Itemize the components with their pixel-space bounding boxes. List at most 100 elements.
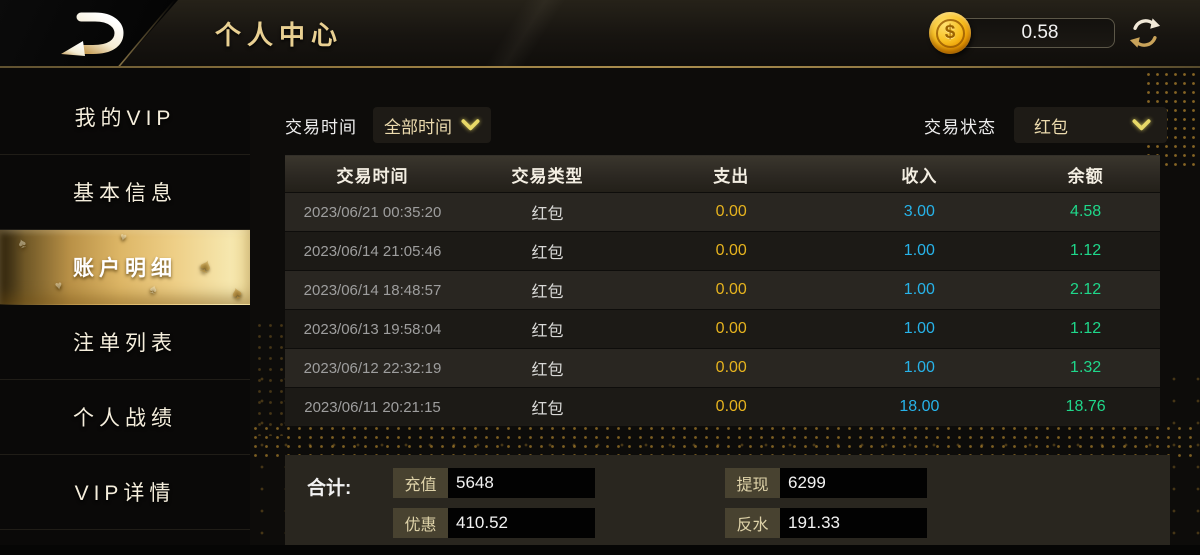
bonus-value: 410.52 xyxy=(448,508,595,538)
main-content: 交易时间 全部时间 交易状态 红包 交易时间 交易 xyxy=(232,68,1200,555)
table-row: 2023/06/14 18:48:57 红包 0.00 1.00 2.12 xyxy=(285,270,1160,309)
heart-decoration-icon xyxy=(54,277,68,293)
cell-time: 2023/06/14 18:48:57 xyxy=(303,281,442,299)
app-logo-icon xyxy=(61,12,124,56)
cell-income: 1.00 xyxy=(903,359,935,376)
sidebar-item-label: 注单列表 xyxy=(73,332,177,355)
withdraw-value: 6299 xyxy=(780,468,927,498)
bottom-strip xyxy=(0,545,1200,555)
cell-type: 红包 xyxy=(531,362,564,379)
chevron-down-icon xyxy=(461,119,480,131)
col-header-income: 收入 xyxy=(901,166,938,186)
sidebar-item-label: VIP详情 xyxy=(74,482,176,505)
table-header-row: 交易时间 交易类型 支出 收入 余额 xyxy=(285,155,1160,192)
cell-type: 红包 xyxy=(531,206,564,223)
time-range-dropdown[interactable]: 全部时间 xyxy=(373,107,491,143)
dollar-sign-icon: $ xyxy=(935,18,965,48)
cell-balance: 2.12 xyxy=(1070,281,1102,298)
cell-time: 2023/06/21 00:35:20 xyxy=(303,203,442,221)
transaction-status-dropdown[interactable]: 红包 xyxy=(1014,107,1167,143)
sidebar-item-bet-list[interactable]: 注单列表 xyxy=(0,305,250,380)
table-row: 2023/06/14 21:05:46 红包 0.00 1.00 1.12 xyxy=(285,231,1160,270)
heart-decoration-icon xyxy=(119,231,133,245)
sidebar-item-my-vip[interactable]: 我的VIP xyxy=(0,80,250,155)
total-deposit-field: 充值 5648 xyxy=(393,468,595,498)
cell-expense: 0.00 xyxy=(715,242,747,259)
cell-type: 红包 xyxy=(531,245,564,262)
cell-time: 2023/06/11 20:21:15 xyxy=(304,398,441,416)
cell-income: 18.00 xyxy=(899,398,940,415)
sidebar-item-vip-detail[interactable]: VIP详情 xyxy=(0,455,250,530)
col-header-time: 交易时间 xyxy=(336,166,409,186)
filters-row: 交易时间 全部时间 交易状态 红包 xyxy=(285,107,1167,143)
cell-time: 2023/06/13 19:58:04 xyxy=(303,320,442,338)
cell-balance: 4.58 xyxy=(1070,203,1102,220)
spade-decoration-icon xyxy=(197,254,220,281)
sidebar-nav: 我的VIP 基本信息 账户明细 注单列表 个人战绩 VIP详情 xyxy=(0,68,250,555)
transaction-status-label: 交易状态 xyxy=(924,117,996,137)
deposit-value: 5648 xyxy=(448,468,595,498)
total-rebate-field: 反水 191.33 xyxy=(725,508,927,538)
table-row: 2023/06/12 22:32:19 红包 0.00 1.00 1.32 xyxy=(285,348,1160,387)
cell-balance: 1.12 xyxy=(1070,320,1102,337)
cell-expense: 0.00 xyxy=(715,359,747,376)
cell-balance: 18.76 xyxy=(1065,398,1106,415)
totals-panel: 合计: 充值 5648 提现 6299 优惠 410.52 反水 191.33 xyxy=(285,455,1170,545)
cell-expense: 0.00 xyxy=(715,320,747,337)
sidebar-item-account-details[interactable]: 账户明细 xyxy=(0,230,250,305)
cell-income: 1.00 xyxy=(903,242,935,259)
spade-decoration-icon xyxy=(16,232,33,251)
table-row: 2023/06/13 19:58:04 红包 0.00 1.00 1.12 xyxy=(285,309,1160,348)
top-bar: 个人中心 $ 0.58 xyxy=(0,0,1200,68)
totals-label: 合计: xyxy=(307,478,352,499)
rebate-value: 191.33 xyxy=(780,508,927,538)
transactions-table: 交易时间 交易类型 支出 收入 余额 2023/06/21 00:35:20 红… xyxy=(285,155,1160,426)
sidebar-item-personal-record[interactable]: 个人战绩 xyxy=(0,380,250,455)
cell-type: 红包 xyxy=(531,323,564,340)
cell-balance: 1.12 xyxy=(1070,242,1102,259)
bonus-label: 优惠 xyxy=(393,508,448,538)
cell-type: 红包 xyxy=(531,401,564,418)
cell-time: 2023/06/14 21:05:46 xyxy=(303,242,442,260)
col-header-balance: 余额 xyxy=(1067,166,1104,186)
transaction-time-label: 交易时间 xyxy=(285,117,357,137)
totals-grid: 充值 5648 提现 6299 优惠 410.52 反水 191.33 xyxy=(393,468,927,538)
cell-income: 1.00 xyxy=(903,320,935,337)
balance-group: $ 0.58 xyxy=(929,0,1162,66)
transaction-status-value: 红包 xyxy=(1034,117,1068,137)
total-withdraw-field: 提现 6299 xyxy=(725,468,927,498)
sidebar-item-label: 我的VIP xyxy=(74,107,176,130)
spade-decoration-icon xyxy=(148,281,164,299)
cell-type: 红包 xyxy=(531,284,564,301)
cell-time: 2023/06/12 22:32:19 xyxy=(303,359,442,377)
refresh-icon[interactable] xyxy=(1128,16,1162,50)
cell-income: 1.00 xyxy=(903,281,935,298)
cell-expense: 0.00 xyxy=(715,398,747,415)
cell-balance: 1.32 xyxy=(1070,359,1102,376)
status-filter-group: 交易状态 红包 xyxy=(924,107,1167,143)
col-header-expense: 支出 xyxy=(713,166,750,186)
sidebar-item-label: 个人战绩 xyxy=(73,407,177,430)
total-bonus-field: 优惠 410.52 xyxy=(393,508,595,538)
sidebar-item-label: 基本信息 xyxy=(73,182,177,205)
cell-expense: 0.00 xyxy=(715,281,747,298)
table-row: 2023/06/21 00:35:20 红包 0.00 3.00 4.58 xyxy=(285,192,1160,231)
topbar-decorative-slash xyxy=(484,0,566,66)
coin-icon: $ xyxy=(929,12,971,54)
sidebar-item-label: 账户明细 xyxy=(73,257,177,280)
deposit-label: 充值 xyxy=(393,468,448,498)
table-row: 2023/06/11 20:21:15 红包 0.00 18.00 18.76 xyxy=(285,387,1160,426)
rebate-label: 反水 xyxy=(725,508,780,538)
cell-income: 3.00 xyxy=(903,203,935,220)
time-range-value: 全部时间 xyxy=(384,117,452,137)
col-header-type: 交易类型 xyxy=(511,166,584,186)
withdraw-label: 提现 xyxy=(725,468,780,498)
balance-display: 0.58 xyxy=(955,18,1115,48)
chevron-down-icon xyxy=(1132,119,1151,131)
table-body: 2023/06/21 00:35:20 红包 0.00 3.00 4.58 20… xyxy=(285,192,1160,426)
page-title: 个人中心 xyxy=(215,20,344,50)
sidebar-item-basic-info[interactable]: 基本信息 xyxy=(0,155,250,230)
spade-decoration-icon xyxy=(230,281,249,304)
cell-expense: 0.00 xyxy=(715,203,747,220)
